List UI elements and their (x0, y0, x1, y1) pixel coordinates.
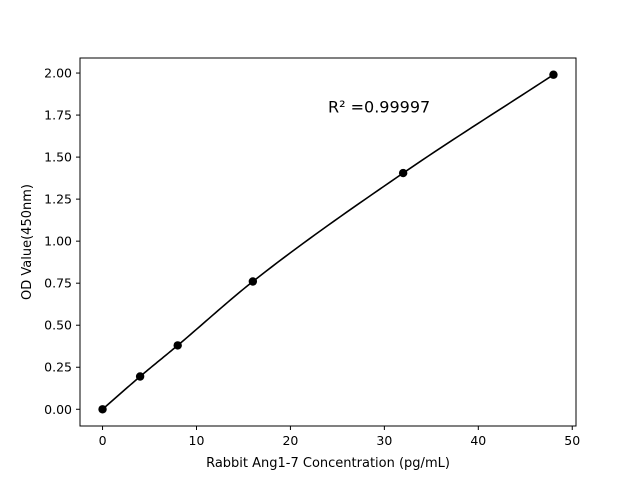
plot-layer: 0 10 20 30 40 50 0.00 0.25 0.50 0.75 1.00 1.25 1.50 1… (44, 57, 580, 448)
r-squared-annotation: R² =0.99997 (328, 98, 430, 117)
y-tick-label: 0.50 (44, 318, 72, 333)
data-point (173, 341, 182, 350)
x-tick-label: 40 (470, 433, 486, 448)
plot-frame (79, 57, 577, 427)
fit-curve (102, 74, 554, 410)
y-tick-label: 0.25 (44, 360, 72, 375)
y-tick-label: 1.75 (44, 108, 72, 123)
x-tick-label: 20 (282, 433, 298, 448)
x-axis-label: Rabbit Ang1-7 Concentration (pg/mL) (206, 456, 450, 471)
x-tick-label: 10 (189, 433, 205, 448)
y-tick-label: 0.75 (44, 276, 72, 291)
y-tick-label: 1.50 (44, 150, 72, 165)
x-tick-label: 0 (99, 433, 107, 448)
y-tick-label: 1.25 (44, 192, 72, 207)
data-point (98, 405, 107, 414)
data-point (549, 70, 558, 79)
data-point (398, 168, 408, 178)
y-axis-label: OD Value(450nm) (20, 184, 35, 300)
x-tick-label: 30 (376, 433, 392, 448)
y-tick-label: 1.00 (44, 234, 72, 249)
data-point (135, 372, 145, 381)
y-tick-label: 0.00 (44, 402, 72, 417)
x-tick-label: 50 (564, 433, 580, 448)
data-point (248, 277, 258, 286)
y-tick-label: 2.00 (44, 66, 72, 81)
